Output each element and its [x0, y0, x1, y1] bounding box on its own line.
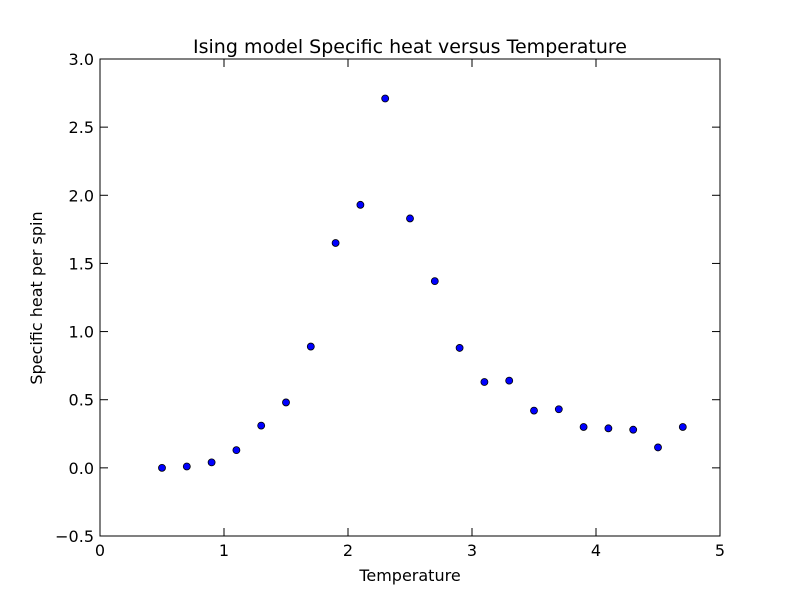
data-point	[579, 423, 588, 431]
data-point	[654, 443, 662, 452]
data-point	[430, 277, 439, 286]
data-point	[604, 424, 613, 433]
y-tick-label: 0.5	[69, 391, 94, 410]
data-point	[406, 214, 414, 223]
chart-title: Ising model Specific heat versus Tempera…	[193, 36, 627, 58]
y-tick-label: 1.0	[69, 323, 94, 342]
data-point	[678, 423, 687, 431]
data-point	[282, 398, 290, 407]
data-point	[505, 376, 514, 385]
plot-area-frame	[99, 58, 721, 537]
data-point	[257, 421, 266, 430]
data-point	[455, 344, 464, 352]
y-tick-label: −0.5	[55, 527, 94, 546]
x-axis-label: Temperature	[358, 566, 460, 585]
y-tick-label: 2.5	[69, 118, 94, 137]
data-points	[158, 94, 687, 472]
data-point	[629, 425, 638, 434]
y-axis-label: Specific heat per spin	[27, 211, 46, 384]
x-tick-label: 1	[219, 541, 229, 560]
data-point	[530, 406, 538, 415]
y-tick-label: 1.5	[69, 254, 94, 273]
axis-ticks: 0 1 2 3 4 5 −0.5 0.0 0.5 1.0 1.5 2.0 2.5 3.0	[55, 50, 725, 560]
y-tick-label: 3.0	[69, 50, 94, 69]
data-point	[331, 239, 340, 247]
data-point	[158, 463, 166, 472]
x-tick-label: 0	[95, 541, 105, 560]
data-point	[306, 342, 315, 351]
x-tick-label: 4	[591, 541, 601, 560]
data-point	[381, 94, 390, 103]
x-tick-label: 3	[467, 541, 477, 560]
y-tick-label: 0.0	[69, 459, 94, 478]
y-tick-label: 2.0	[69, 186, 94, 205]
data-point	[182, 462, 191, 471]
data-point	[356, 200, 365, 209]
data-point	[554, 405, 563, 414]
data-point	[232, 446, 241, 455]
data-point	[207, 458, 216, 467]
x-tick-label: 2	[343, 541, 353, 560]
x-tick-label: 5	[715, 541, 725, 560]
data-point	[480, 378, 489, 386]
